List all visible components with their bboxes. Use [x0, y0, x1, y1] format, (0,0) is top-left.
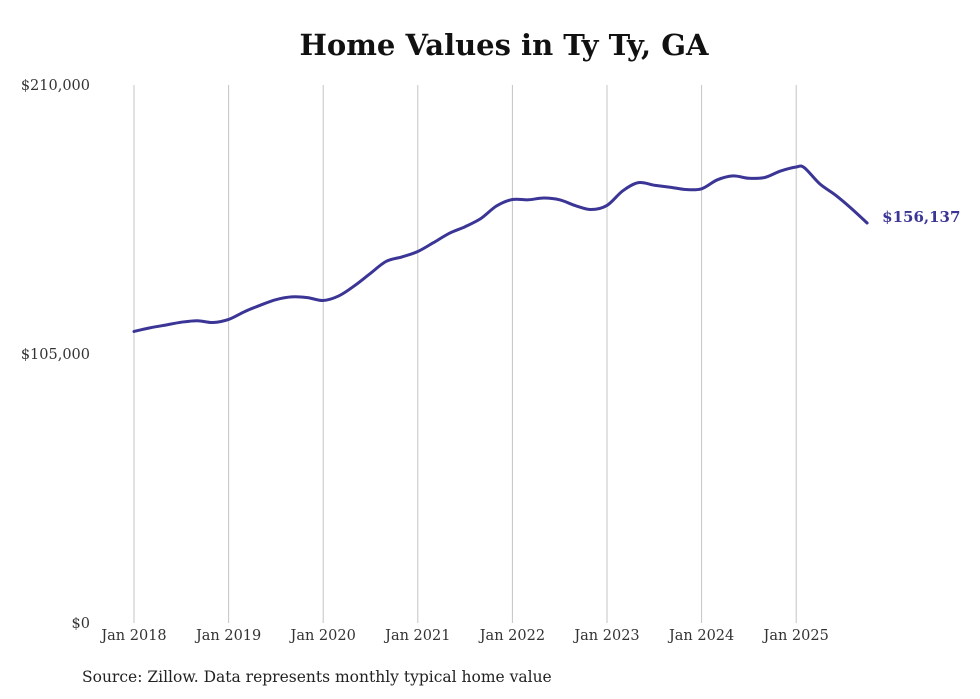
y-tick-label: $105,000	[21, 347, 90, 363]
x-tick-label: Jan 2020	[289, 628, 356, 644]
x-tick-label: Jan 2022	[478, 628, 545, 644]
source-note: Source: Zillow. Data represents monthly …	[82, 668, 552, 686]
x-tick-label: Jan 2025	[762, 628, 829, 644]
y-tick-label: $0	[72, 616, 90, 632]
grid-lines	[133, 85, 797, 623]
series-lines: $156,137	[132, 164, 960, 333]
x-axis-tick-labels: Jan 2018 Jan 2019 Jan 2020 Jan 2021 Jan 2022…	[99, 628, 829, 644]
x-tick-label: Jan 2023	[572, 628, 639, 644]
x-tick-label: Jan 2019	[194, 628, 261, 644]
x-tick-label: Jan 2024	[667, 628, 734, 644]
series-line	[132, 164, 869, 333]
x-tick-label: Jan 2021	[383, 628, 450, 644]
series-end-value-label: $156,137	[882, 208, 960, 226]
y-tick-label: $210,000	[21, 78, 90, 94]
x-tick-label: Jan 2018	[99, 628, 166, 644]
chart-title: Home Values in Ty Ty, GA	[299, 28, 709, 62]
y-axis-tick-labels: $0 $105,000 $210,000	[21, 78, 90, 632]
